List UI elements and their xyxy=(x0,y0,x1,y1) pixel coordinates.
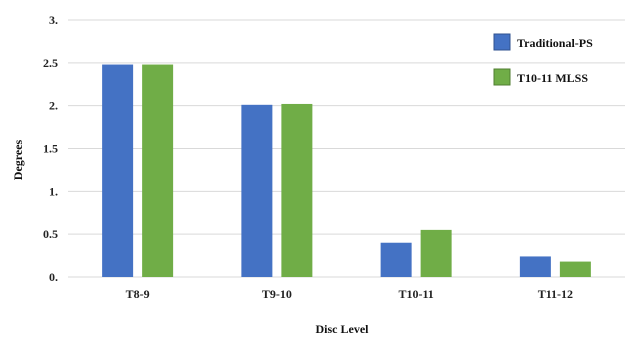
legend: Traditional-PS T10-11 MLSS xyxy=(493,33,593,86)
x-tick-label: T10-11 xyxy=(398,287,433,301)
legend-swatch-t10-11-mlss xyxy=(493,68,511,86)
x-tick-labels: T8-9 T9-10 T10-11 T11-12 xyxy=(126,287,573,301)
legend-label-traditional-ps: Traditional-PS xyxy=(517,36,593,50)
x-axis-title: Disc Level xyxy=(316,322,370,336)
bar-t10-11-mlss-t9-10 xyxy=(281,103,313,277)
bar-traditional-ps-t8-9 xyxy=(102,64,134,278)
x-tick-label: T11-12 xyxy=(538,287,573,301)
y-tick-label: 0. xyxy=(49,270,58,284)
bar-t10-11-mlss-t10-11 xyxy=(420,229,452,277)
y-tick-labels: 0. 0.5 1. 1.5 2. 2.5 3. xyxy=(43,13,58,284)
y-axis-title: Degrees xyxy=(11,139,25,180)
y-tick-label: 1. xyxy=(49,184,58,198)
legend-swatch-traditional-ps xyxy=(493,33,511,51)
y-tick-label: 2.5 xyxy=(43,56,58,70)
y-tick-label: 2. xyxy=(49,99,58,113)
legend-label-t10-11-mlss: T10-11 MLSS xyxy=(517,71,588,85)
bar-traditional-ps-t11-12 xyxy=(519,256,551,277)
x-tick-label: T8-9 xyxy=(126,287,150,301)
bar-t10-11-mlss-t8-9 xyxy=(142,64,174,278)
bar-traditional-ps-t10-11 xyxy=(380,242,412,277)
y-tick-label: 0.5 xyxy=(43,227,58,241)
y-tick-label: 3. xyxy=(49,13,58,27)
x-tick-label: T9-10 xyxy=(262,287,292,301)
bar-t10-11-mlss-t11-12 xyxy=(559,261,591,277)
bars xyxy=(102,64,591,278)
bar-traditional-ps-t9-10 xyxy=(241,104,273,277)
y-tick-label: 1.5 xyxy=(43,142,58,156)
